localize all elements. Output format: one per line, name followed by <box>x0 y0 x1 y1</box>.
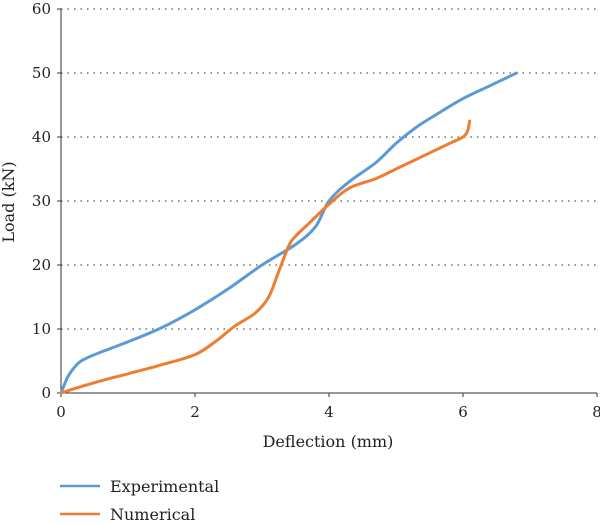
y-tick-label: 50 <box>32 64 51 82</box>
x-tick-label: 2 <box>190 403 200 421</box>
y-tick-label: 0 <box>41 384 51 402</box>
y-axis-title: Load (kN) <box>0 161 18 242</box>
series-layer <box>59 71 519 395</box>
y-tick-label: 20 <box>32 256 51 274</box>
ticks-layer: 0 10 20 30 40 50 60 0 2 4 6 8 <box>32 0 600 421</box>
grid-layer <box>61 8 597 330</box>
y-tick-label: 40 <box>32 128 51 146</box>
x-axis-title: Deflection (mm) <box>263 432 394 451</box>
y-tick-label: 30 <box>32 192 51 210</box>
x-tick-label: 6 <box>458 403 468 421</box>
series-line-numerical <box>59 119 472 395</box>
y-tick-label: 10 <box>32 320 51 338</box>
legend: Experimental Numerical <box>60 477 219 524</box>
legend-label-experimental: Experimental <box>110 477 219 496</box>
y-tick-label: 60 <box>32 0 51 18</box>
x-tick-label: 8 <box>592 403 600 421</box>
legend-label-numerical: Numerical <box>110 505 195 521</box>
x-tick-label: 4 <box>324 403 334 421</box>
series-line-experimental <box>59 71 519 395</box>
x-tick-label: 0 <box>56 403 66 421</box>
